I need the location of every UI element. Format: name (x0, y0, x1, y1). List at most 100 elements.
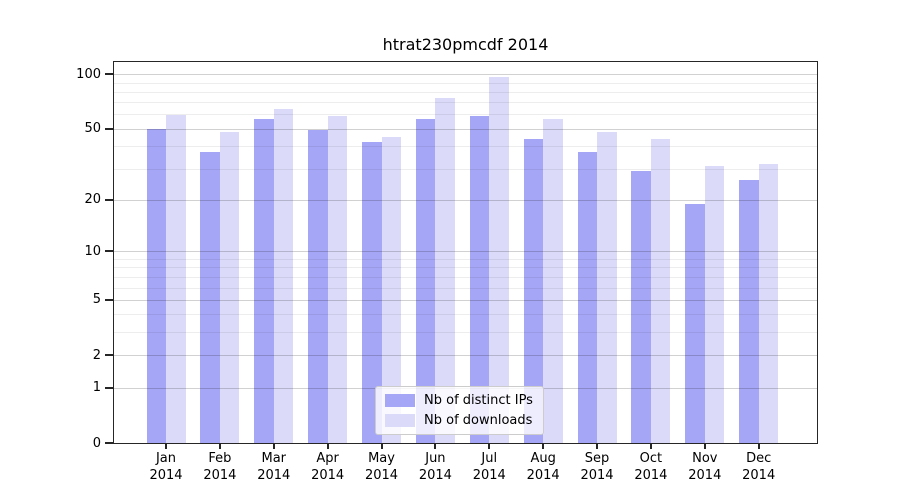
minor-gridline-7 (114, 276, 817, 278)
minor-gridline-3 (114, 332, 817, 334)
y-tick-mark-0 (105, 442, 113, 444)
bar-sep-downloads (597, 132, 617, 443)
y-tick-mark-5 (105, 298, 113, 301)
bar-nov-downloads (704, 166, 725, 443)
x-tick-year: 2014 (257, 468, 291, 483)
x-tick-label-aug: Aug 2014 (515, 450, 571, 484)
x-tick-mark-feb (218, 444, 221, 449)
x-tick-mark-jun (434, 444, 437, 449)
x-tick-label-sep: Sep 2014 (569, 450, 625, 484)
x-tick-year: 2014 (203, 468, 237, 483)
bar-jul-downloads (489, 77, 509, 443)
x-tick-mark-aug (542, 444, 545, 449)
minor-gridline-8 (114, 267, 817, 269)
y-tick-mark-20 (105, 198, 113, 201)
x-tick-mark-mar (272, 444, 275, 449)
x-tick-year: 2014 (472, 468, 506, 483)
x-tick-mark-jan (165, 444, 167, 449)
x-tick-year: 2014 (634, 468, 668, 483)
x-tick-mark-may (380, 444, 383, 449)
minor-gridline-9 (114, 259, 817, 260)
x-tick-label-jan: Jan 2014 (138, 450, 194, 484)
minor-gridline-30 (114, 168, 817, 170)
x-tick-year: 2014 (149, 468, 183, 483)
major-gridline-50 (114, 128, 817, 130)
y-tick-mark-1 (105, 386, 113, 389)
x-tick-label-apr: Apr 2014 (300, 450, 356, 484)
x-tick-mark-apr (326, 444, 329, 449)
bar-nov-distinct-ips (685, 203, 705, 443)
y-tick-mark-2 (105, 354, 113, 357)
y-tick-label-10: 10 (84, 243, 101, 259)
minor-gridline-6 (114, 287, 817, 289)
minor-gridline-70 (114, 102, 817, 104)
y-tick-label-5: 5 (92, 292, 101, 308)
x-tick-mark-oct (649, 444, 652, 449)
legend-item-distinct-ips: Nb of distinct IPs (385, 393, 533, 408)
bar-apr-downloads (327, 115, 348, 443)
y-tick-mark-10 (105, 250, 113, 253)
minor-gridline-60 (114, 114, 817, 116)
major-gridline-100 (114, 74, 817, 76)
x-tick-label-nov: Nov 2014 (677, 450, 733, 484)
major-gridline-2 (114, 355, 817, 357)
legend-swatch-distinct-ips-icon (385, 394, 415, 407)
bar-feb-downloads (219, 132, 240, 443)
x-tick-year: 2014 (580, 468, 614, 483)
y-tick-label-0: 0 (92, 435, 101, 451)
legend-swatch-downloads-icon (385, 414, 415, 427)
y-tick-label-1: 1 (92, 380, 101, 396)
x-tick-mark-dec (757, 444, 760, 449)
x-tick-mark-sep (596, 444, 599, 449)
y-tick-mark-100 (105, 73, 113, 76)
x-tick-label-may: May 2014 (354, 450, 410, 484)
x-tick-mark-jul (488, 444, 491, 449)
x-tick-label-dec: Dec 2014 (731, 450, 787, 484)
bar-jul-distinct-ips (469, 115, 490, 443)
bar-may-downloads (381, 137, 402, 443)
plot-area: Nb of distinct IPs Nb of downloads (113, 61, 818, 444)
x-tick-year: 2014 (688, 468, 722, 483)
bar-dec-downloads (758, 163, 779, 443)
x-tick-year: 2014 (311, 468, 345, 483)
bar-apr-distinct-ips (308, 130, 328, 443)
legend-label-distinct-ips: Nb of distinct IPs (424, 393, 533, 408)
major-gridline-5 (114, 299, 817, 301)
minor-gridline-4 (114, 314, 817, 316)
bar-aug-distinct-ips (523, 138, 544, 443)
legend-label-downloads: Nb of downloads (424, 413, 533, 428)
bar-may-distinct-ips (362, 142, 382, 443)
x-tick-year: 2014 (364, 468, 399, 483)
x-tick-label-mar: Mar 2014 (246, 450, 302, 484)
bar-feb-distinct-ips (200, 152, 220, 443)
y-tick-label-20: 20 (84, 192, 101, 208)
bar-jan-downloads (166, 114, 186, 443)
minor-gridline-40 (114, 146, 817, 148)
bar-jun-downloads (435, 98, 455, 443)
bar-mar-downloads (273, 109, 294, 443)
minor-gridline-90 (114, 82, 817, 84)
x-tick-label-feb: Feb 2014 (192, 450, 248, 484)
x-tick-label-jul: Jul 2014 (461, 450, 517, 484)
legend: Nb of distinct IPs Nb of downloads (375, 386, 544, 435)
bar-oct-downloads (650, 138, 671, 443)
bar-aug-downloads (543, 118, 563, 443)
bar-jun-distinct-ips (415, 118, 436, 443)
x-tick-year: 2014 (418, 468, 452, 483)
x-tick-label-oct: Oct 2014 (623, 450, 679, 484)
legend-item-downloads: Nb of downloads (385, 413, 533, 428)
bar-jan-distinct-ips (146, 128, 166, 443)
x-tick-label-jun: Jun 2014 (407, 450, 463, 484)
x-tick-year: 2014 (742, 468, 776, 483)
x-tick-year: 2014 (526, 468, 560, 483)
y-tick-label-100: 100 (76, 66, 101, 82)
bar-mar-distinct-ips (254, 118, 274, 443)
chart-title: htrat230pmcdf 2014 (382, 35, 549, 54)
bar-oct-distinct-ips (631, 171, 651, 443)
y-tick-label-50: 50 (84, 121, 101, 137)
x-tick-mark-nov (703, 444, 706, 449)
minor-gridline-80 (114, 91, 817, 93)
major-gridline-10 (114, 251, 817, 253)
major-gridline-20 (114, 199, 817, 201)
